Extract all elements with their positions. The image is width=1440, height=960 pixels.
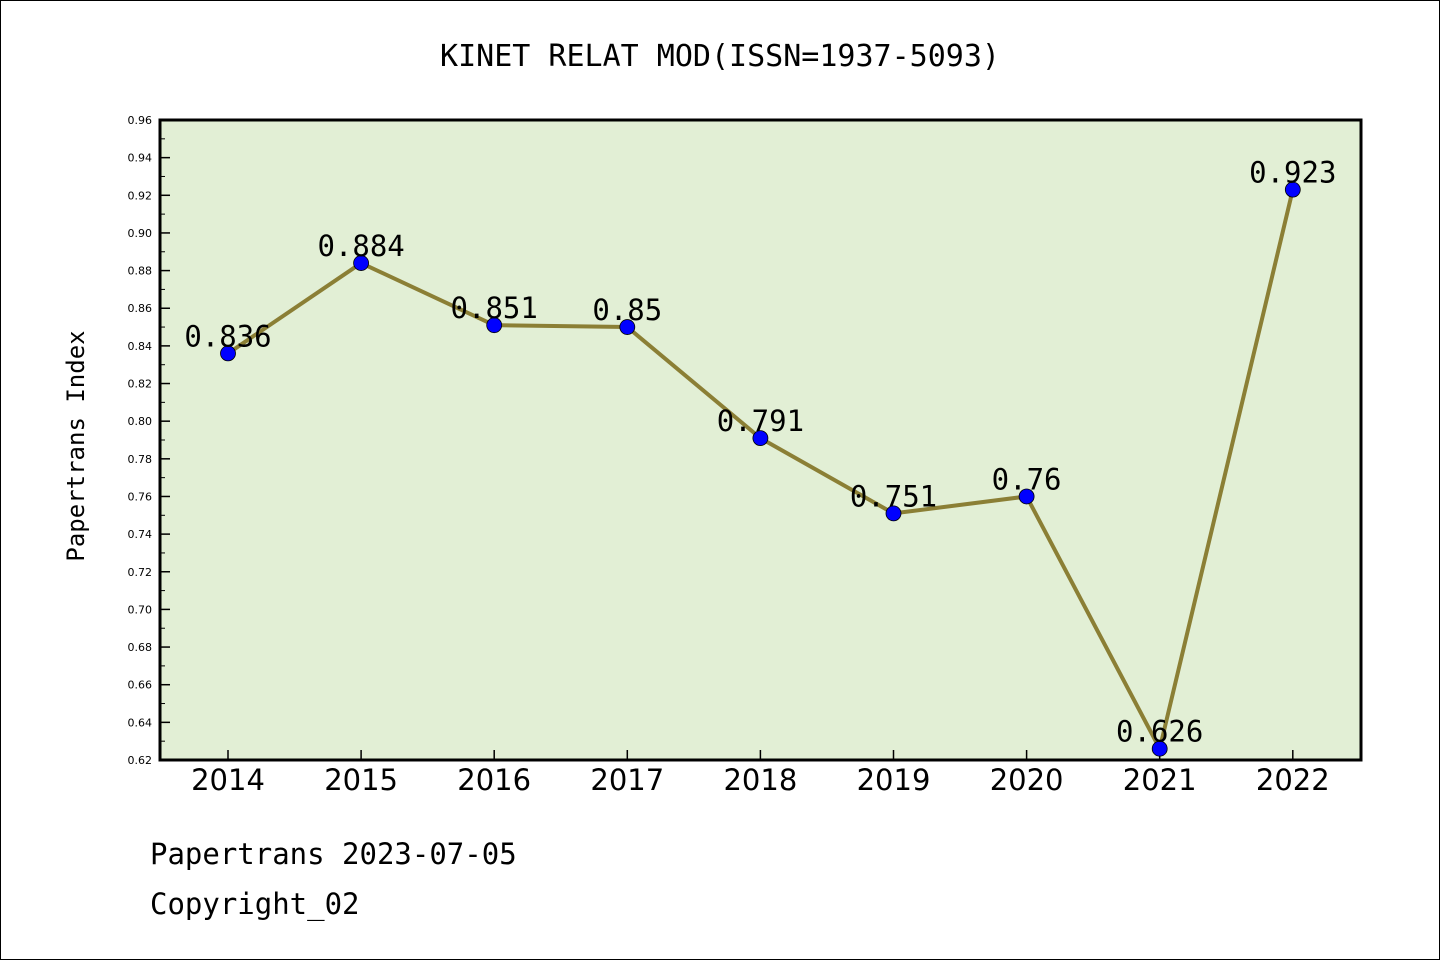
y-tick-label: 0.64 (128, 716, 153, 729)
data-point (1284, 181, 1301, 198)
x-tick-label: 2018 (723, 763, 797, 797)
y-tick-label: 0.88 (128, 265, 153, 278)
y-tick-label: 0.90 (128, 227, 153, 240)
data-label: 0.791 (717, 404, 804, 438)
y-tick-label: 0.76 (128, 490, 153, 503)
x-tick-label: 2015 (324, 763, 398, 797)
y-tick-label: 0.78 (128, 453, 153, 466)
chart-title: KINET RELAT MOD(ISSN=1937-5093) (440, 39, 1000, 74)
x-tick-label: 2021 (1123, 763, 1197, 797)
data-label: 0.751 (850, 479, 937, 513)
data-labels: 0.836 0.884 0.851 0.85 0.791 0.751 0.76 0.626 0.… (184, 156, 1336, 749)
y-tick-label: 0.70 (128, 603, 153, 616)
data-point (619, 319, 636, 335)
y-tick-label: 0.96 (128, 114, 153, 127)
y-tick-label: 0.92 (128, 189, 153, 202)
data-label: 0.85 (592, 293, 662, 327)
y-tick-label: 0.94 (128, 152, 153, 165)
data-point (353, 255, 370, 271)
y-tick-label: 0.72 (128, 566, 153, 579)
y-tick-label: 0.74 (128, 528, 153, 541)
series-markers (220, 181, 1301, 757)
data-label: 0.836 (184, 319, 271, 353)
x-axis-ticks: 2014 2015 2016 2017 2018 2019 2020 2021 2022 (191, 750, 1330, 797)
data-label: 0.884 (317, 229, 404, 263)
data-point (486, 317, 503, 334)
y-tick-label: 0.82 (128, 378, 153, 391)
data-label: 0.851 (451, 291, 538, 325)
data-point (885, 505, 902, 522)
y-tick-label: 0.80 (128, 415, 153, 428)
x-tick-label: 2019 (857, 763, 931, 797)
y-axis-label: Papertrans Index (62, 330, 90, 561)
x-tick-label: 2014 (191, 763, 265, 797)
data-label: 0.626 (1116, 715, 1203, 749)
footer-date: Papertrans 2023-07-05 (150, 837, 517, 871)
data-point (1151, 740, 1168, 757)
y-tick-label: 0.84 (128, 340, 153, 353)
footer-copyright: Copyright_02 (150, 887, 360, 922)
x-tick-label: 2020 (990, 763, 1064, 797)
y-tick-label: 0.86 (128, 302, 153, 315)
data-point (220, 345, 236, 362)
x-tick-label: 2022 (1256, 763, 1330, 797)
x-tick-label: 2017 (590, 763, 664, 797)
y-axis-ticks: 0.62 0.64 0.66 0.68 0.70 0.72 0.74 0.76 0.78 0.80… (128, 114, 170, 767)
x-tick-label: 2016 (457, 763, 531, 797)
y-tick-label: 0.62 (128, 754, 153, 767)
y-tick-label: 0.66 (128, 679, 153, 692)
y-tick-label: 0.68 (128, 641, 153, 654)
plot-border (158, 118, 1363, 762)
data-label: 0.76 (992, 462, 1062, 496)
data-point (752, 430, 769, 447)
data-label: 0.923 (1249, 156, 1336, 190)
data-point (1018, 488, 1035, 505)
